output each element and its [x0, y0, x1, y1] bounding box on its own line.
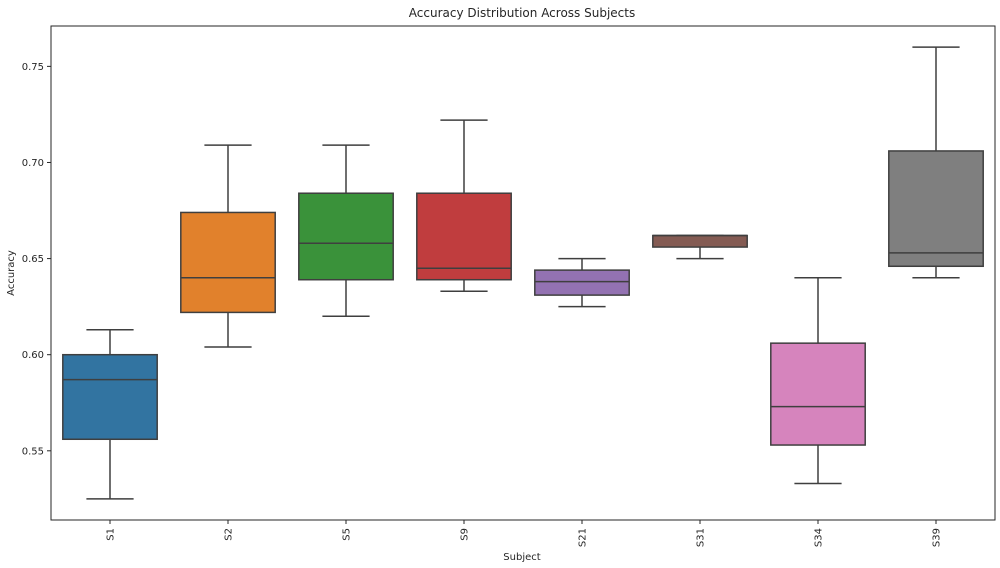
y-axis: 0.55 0.60 0.65 0.70 0.75: [22, 62, 51, 457]
box-s5: [298, 144, 394, 317]
x-tick-label: S9: [460, 528, 471, 541]
y-tick-label: 0.55: [22, 446, 44, 457]
chart-title: Accuracy Distribution Across Subjects: [409, 6, 635, 20]
box-s21: [534, 257, 630, 308]
iqr-box: [652, 234, 748, 248]
iqr-box: [534, 269, 630, 296]
iqr-box: [180, 211, 276, 314]
box-s9: [416, 119, 512, 293]
x-tick-label: S2: [224, 528, 235, 541]
box-s39: [888, 46, 984, 279]
iqr-box: [770, 342, 866, 446]
x-tick-label: S39: [932, 528, 943, 547]
x-axis: S1 S2 S5 S9 S21 S31 S34 S39: [106, 520, 943, 547]
y-tick-label: 0.70: [22, 158, 44, 169]
y-tick-label: 0.60: [22, 350, 44, 361]
box-s31: [652, 234, 748, 260]
x-tick-label: S31: [696, 528, 707, 547]
y-axis-label: Accuracy: [6, 250, 17, 296]
box-s34: [770, 277, 866, 485]
iqr-box: [298, 192, 394, 281]
x-tick-label: S21: [578, 528, 589, 547]
y-tick-label: 0.65: [22, 254, 44, 265]
iqr-box: [888, 150, 984, 268]
box-s1: [62, 328, 158, 500]
iqr-box: [62, 353, 158, 441]
x-tick-label: S34: [814, 528, 825, 547]
boxes: [62, 46, 984, 500]
x-tick-label: S1: [106, 528, 117, 541]
x-tick-label: S5: [342, 528, 353, 541]
iqr-box: [416, 192, 512, 281]
y-tick-label: 0.75: [22, 62, 44, 73]
box-s2: [180, 144, 276, 348]
x-axis-label: Subject: [503, 552, 540, 563]
